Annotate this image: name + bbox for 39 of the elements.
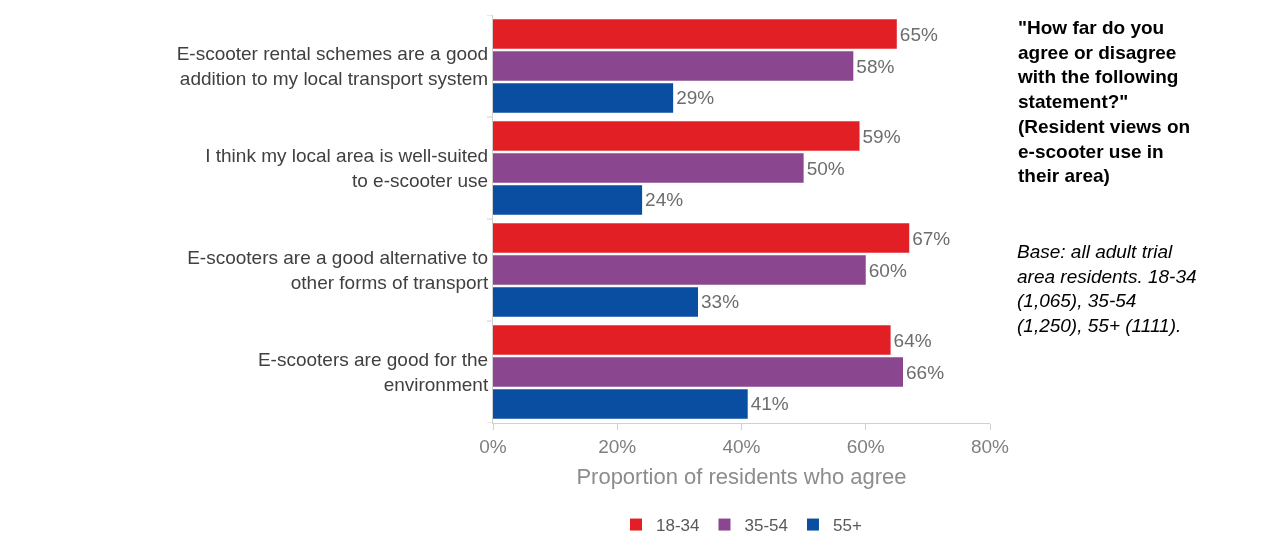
bar — [493, 19, 897, 49]
bar — [493, 51, 854, 81]
data-label: 50% — [806, 157, 845, 179]
data-label: 41% — [750, 393, 789, 415]
data-label: 24% — [645, 189, 684, 211]
legend-label: 55+ — [832, 516, 862, 536]
data-label: 29% — [676, 87, 715, 109]
legend-label: 18-34 — [656, 516, 700, 536]
data-label: 67% — [912, 227, 951, 249]
bar — [493, 185, 643, 215]
data-label: 59% — [862, 125, 901, 147]
bar — [493, 287, 699, 317]
y-tick-label: E-scooters are a good alternative to other forms of transport — [187, 247, 489, 293]
y-tick-label: E-scooters are good for the environment — [257, 349, 489, 395]
x-tick-label: 0% — [479, 435, 507, 457]
bar — [493, 121, 860, 151]
text: "How far do you agree or disagree with the following statement?" (Resident views on e-scooter use in their area) — [1017, 17, 1191, 187]
bar — [493, 325, 891, 355]
bar — [493, 223, 910, 253]
bar — [493, 389, 748, 419]
legend-label: 35-54 — [744, 516, 788, 536]
x-tick-label: 40% — [722, 435, 761, 457]
data-label: 66% — [906, 361, 945, 383]
x-tick-label: 20% — [598, 435, 637, 457]
bar — [493, 357, 904, 387]
bar — [493, 83, 674, 113]
text: Base: all adult trial area residents. 18-34 (1,065), 35-54 (1,250), 55+ (1111). — [1017, 241, 1197, 337]
data-label: 60% — [868, 259, 907, 281]
bar — [493, 153, 804, 183]
data-label: 64% — [893, 329, 932, 351]
data-label: 33% — [701, 291, 740, 313]
x-tick-label: 80% — [970, 435, 1010, 457]
y-tick-label: I think my local area is well-suited to e-scooter use — [205, 145, 489, 191]
bar — [493, 255, 866, 285]
x-axis-title: Proportion of residents who agree — [576, 463, 907, 489]
data-label: 65% — [899, 23, 938, 45]
x-tick-label: 60% — [846, 435, 885, 457]
data-label: 58% — [856, 55, 895, 77]
y-tick-label: E-scooter rental schemes are a good addition to my local transport system — [176, 43, 489, 89]
